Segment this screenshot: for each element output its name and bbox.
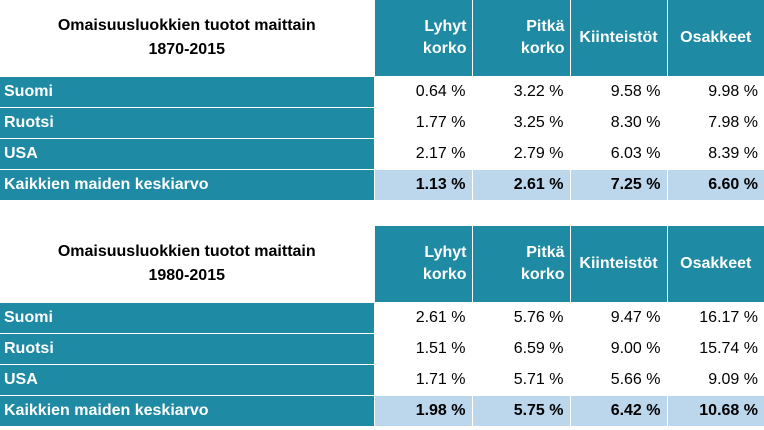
- cell-value: 7.98 %: [666, 107, 764, 139]
- row-label: Ruotsi: [0, 333, 374, 365]
- cell-value: 1.98 %: [373, 395, 472, 426]
- cell-value: 6.59 %: [471, 333, 570, 365]
- cell-value: 5.76 %: [471, 302, 570, 334]
- table-title: Omaisuusluokkien tuotot maittain 1980-20…: [0, 226, 374, 303]
- table-title-line1: Omaisuusluokkien tuotot maittain: [57, 17, 316, 34]
- cell-value: 5.75 %: [471, 395, 570, 426]
- cell-value: 1.13 %: [373, 169, 472, 200]
- cell-value: 15.74 %: [666, 333, 764, 365]
- table-row: Ruotsi 1.77 % 3.25 % 8.30 % 7.98 %: [0, 107, 764, 139]
- table-row: USA 2.17 % 2.79 % 6.03 % 8.39 %: [0, 138, 764, 170]
- returns-table-1980-2015: Omaisuusluokkien tuotot maittain 1980-20…: [0, 226, 764, 426]
- cell-value: 9.47 %: [569, 302, 667, 334]
- column-header-long-rate: Pitkä korko: [471, 226, 570, 303]
- table-row: USA 1.71 % 5.71 % 5.66 % 9.09 %: [0, 364, 764, 396]
- table-title-line1: Omaisuusluokkien tuotot maittain: [57, 243, 316, 260]
- cell-value: 6.03 %: [569, 138, 667, 170]
- column-header-real-estate: Kiinteistöt: [569, 226, 667, 303]
- cell-value: 9.00 %: [569, 333, 667, 365]
- cell-value: 9.98 %: [666, 76, 764, 108]
- cell-value: 5.71 %: [471, 364, 570, 396]
- cell-value: 2.61 %: [471, 169, 570, 200]
- column-header-equities: Osakkeet: [666, 226, 764, 303]
- average-row: Kaikkien maiden keskiarvo 1.13 % 2.61 % …: [0, 169, 764, 200]
- cell-value: 1.71 %: [373, 364, 472, 396]
- table-title-period: 1980-2015: [148, 267, 225, 284]
- row-label: USA: [0, 138, 374, 170]
- cell-value: 0.64 %: [373, 76, 472, 108]
- average-row: Kaikkien maiden keskiarvo 1.98 % 5.75 % …: [0, 395, 764, 426]
- cell-value: 1.77 %: [373, 107, 472, 139]
- column-header-long-rate: Pitkä korko: [471, 0, 570, 77]
- row-label: Kaikkien maiden keskiarvo: [0, 169, 374, 200]
- cell-value: 2.17 %: [373, 138, 472, 170]
- cell-value: 9.58 %: [569, 76, 667, 108]
- cell-value: 2.61 %: [373, 302, 472, 334]
- row-label: Ruotsi: [0, 107, 374, 139]
- row-label: Kaikkien maiden keskiarvo: [0, 395, 374, 426]
- column-header-short-rate: Lyhyt korko: [373, 0, 472, 77]
- cell-value: 6.60 %: [666, 169, 764, 200]
- cell-value: 9.09 %: [666, 364, 764, 396]
- cell-value: 10.68 %: [666, 395, 764, 426]
- table-title-period: 1870-2015: [148, 41, 225, 58]
- header-row: Omaisuusluokkien tuotot maittain 1980-20…: [0, 226, 764, 303]
- header-row: Omaisuusluokkien tuotot maittain 1870-20…: [0, 0, 764, 77]
- row-label: USA: [0, 364, 374, 396]
- cell-value: 6.42 %: [569, 395, 667, 426]
- table-row: Ruotsi 1.51 % 6.59 % 9.00 % 15.74 %: [0, 333, 764, 365]
- column-header-equities: Osakkeet: [666, 0, 764, 77]
- cell-value: 3.25 %: [471, 107, 570, 139]
- cell-value: 16.17 %: [666, 302, 764, 334]
- column-header-real-estate: Kiinteistöt: [569, 0, 667, 77]
- cell-value: 8.39 %: [666, 138, 764, 170]
- returns-table-1870-2015: Omaisuusluokkien tuotot maittain 1870-20…: [0, 0, 764, 200]
- cell-value: 5.66 %: [569, 364, 667, 396]
- column-header-short-rate: Lyhyt korko: [373, 226, 472, 303]
- table-row: Suomi 0.64 % 3.22 % 9.58 % 9.98 %: [0, 76, 764, 108]
- cell-value: 3.22 %: [471, 76, 570, 108]
- table-title: Omaisuusluokkien tuotot maittain 1870-20…: [0, 0, 374, 77]
- cell-value: 1.51 %: [373, 333, 472, 365]
- cell-value: 2.79 %: [471, 138, 570, 170]
- row-label: Suomi: [0, 76, 374, 108]
- table-row: Suomi 2.61 % 5.76 % 9.47 % 16.17 %: [0, 302, 764, 334]
- row-label: Suomi: [0, 302, 374, 334]
- cell-value: 8.30 %: [569, 107, 667, 139]
- cell-value: 7.25 %: [569, 169, 667, 200]
